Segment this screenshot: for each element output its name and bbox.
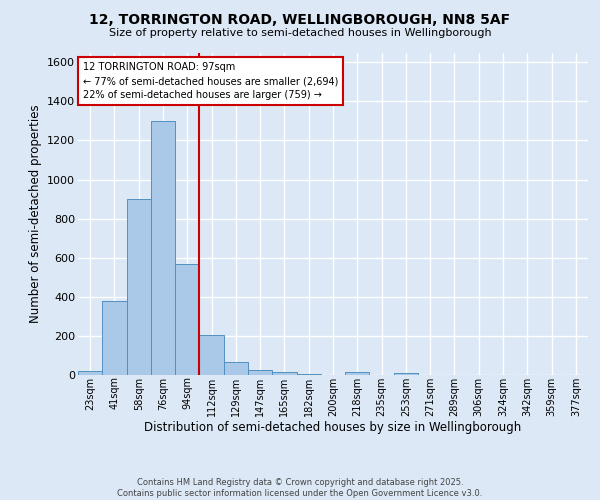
Bar <box>248 370 272 375</box>
Bar <box>296 374 321 375</box>
Bar <box>151 121 175 375</box>
Bar <box>224 362 248 375</box>
Text: 12 TORRINGTON ROAD: 97sqm
← 77% of semi-detached houses are smaller (2,694)
22% : 12 TORRINGTON ROAD: 97sqm ← 77% of semi-… <box>83 62 338 100</box>
Bar <box>127 199 151 375</box>
Text: Size of property relative to semi-detached houses in Wellingborough: Size of property relative to semi-detach… <box>109 28 491 38</box>
Bar <box>199 335 224 375</box>
Text: Contains HM Land Registry data © Crown copyright and database right 2025.
Contai: Contains HM Land Registry data © Crown c… <box>118 478 482 498</box>
Bar <box>345 372 370 375</box>
Bar <box>272 372 296 375</box>
Bar <box>78 372 102 375</box>
Text: 12, TORRINGTON ROAD, WELLINGBOROUGH, NN8 5AF: 12, TORRINGTON ROAD, WELLINGBOROUGH, NN8… <box>89 12 511 26</box>
Y-axis label: Number of semi-detached properties: Number of semi-detached properties <box>29 104 41 323</box>
Bar <box>394 374 418 375</box>
Bar <box>175 264 199 375</box>
Bar <box>102 300 127 375</box>
X-axis label: Distribution of semi-detached houses by size in Wellingborough: Distribution of semi-detached houses by … <box>145 422 521 434</box>
